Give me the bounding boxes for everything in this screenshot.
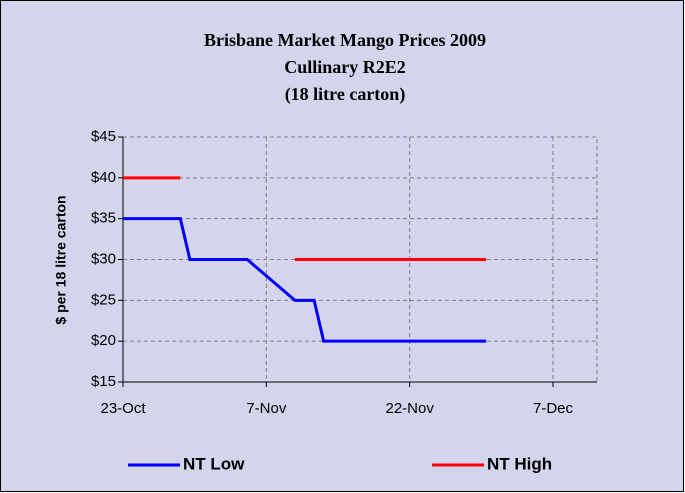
legend-label: NT Low — [183, 454, 245, 473]
x-tick-label: 7-Dec — [533, 400, 574, 417]
chart-subtitle: (18 litre carton) — [285, 84, 406, 105]
y-tick-label: $30 — [91, 250, 116, 267]
x-tick-label: 22-Nov — [385, 400, 434, 417]
legend-label: NT High — [487, 454, 552, 473]
y-tick-label: $20 — [91, 332, 116, 349]
series-line — [123, 176, 487, 261]
chart-subtitle: Cullinary R2E2 — [284, 57, 406, 77]
series-line — [123, 217, 487, 343]
x-tick-label: 23-Oct — [100, 400, 146, 417]
y-tick-label: $35 — [91, 210, 116, 227]
y-tick-label: $25 — [91, 291, 116, 308]
chart-title: Brisbane Market Mango Prices 2009 — [204, 30, 486, 50]
y-tick-label: $45 — [91, 128, 116, 145]
y-axis-label: $ per 18 litre carton — [53, 195, 69, 324]
x-tick-label: 7-Nov — [246, 400, 287, 417]
y-tick-label: $40 — [91, 169, 116, 186]
y-tick-label: $15 — [91, 373, 116, 390]
